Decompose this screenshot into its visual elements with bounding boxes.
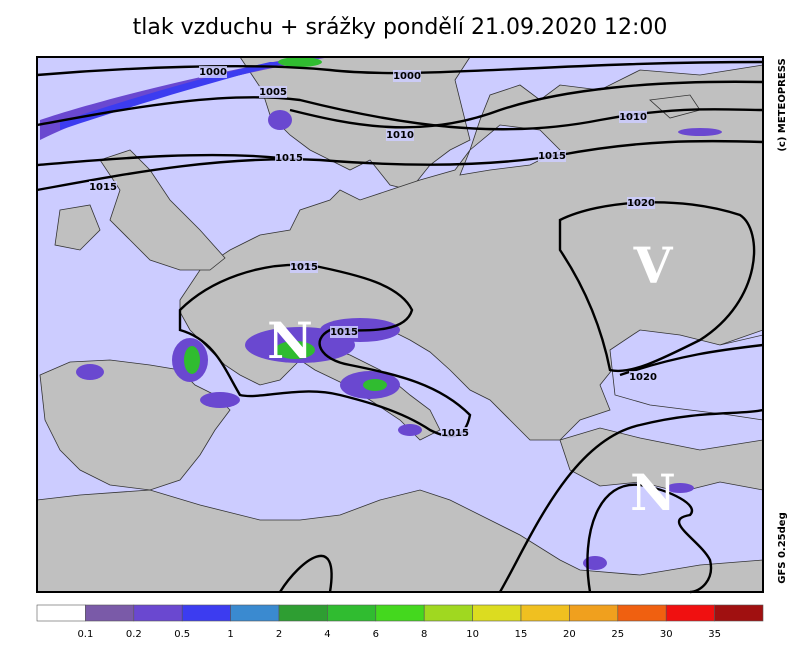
isobar-label-bg	[290, 261, 318, 273]
precip-blob	[666, 483, 694, 493]
isobar-label-bg	[259, 86, 287, 98]
pressure-center: V	[633, 236, 674, 295]
legend-swatch	[714, 604, 764, 622]
legend-label: 0.5	[174, 629, 190, 640]
isobar	[278, 554, 333, 593]
title: tlak vzduchu + srážky pondělí 21.09.2020…	[133, 15, 668, 40]
legend-label: 30	[660, 629, 673, 640]
precip-blob	[398, 424, 422, 436]
isobar-label-bg	[330, 326, 358, 338]
isobar-label: 1020	[629, 372, 657, 383]
legend-swatch	[665, 604, 715, 622]
precip-blob	[184, 346, 200, 374]
legend-label: 15	[515, 629, 528, 640]
legend-label: 10	[466, 629, 479, 640]
isobar	[586, 483, 713, 594]
isobar-label-bg	[619, 111, 647, 123]
isobar-label: 1010	[386, 130, 414, 141]
legend-label: 25	[611, 629, 624, 640]
isobar	[36, 153, 281, 167]
isobar	[498, 408, 764, 593]
isobar-label-bg	[627, 197, 655, 209]
isobar	[289, 80, 764, 129]
isobar	[619, 343, 764, 377]
isobar-label: 1000	[199, 67, 227, 78]
isobar-label: 1015	[538, 151, 566, 162]
legend-swatch	[327, 604, 377, 622]
legend: 0.1 0.2 0.5 1 2 4 6 8 10 15 20 25 30 35	[36, 604, 764, 640]
legend-swatch	[181, 604, 231, 622]
ireland	[54, 204, 101, 251]
isobar	[36, 60, 764, 77]
precip-blob	[678, 128, 722, 136]
pressure-center: N	[267, 311, 313, 370]
isobar	[558, 201, 756, 373]
isobar-label: 1010	[619, 112, 647, 123]
africa	[36, 489, 764, 593]
legend-swatch	[472, 604, 522, 622]
iberia	[39, 359, 231, 491]
isobar-label: 1020	[627, 198, 655, 209]
legend-label: 20	[563, 629, 576, 640]
isobar-label: 1015	[290, 262, 318, 273]
legend-swatch	[278, 604, 328, 622]
model-label: GFS 0.25deg	[777, 512, 788, 584]
precip-blob	[275, 341, 315, 359]
precipitation	[40, 57, 722, 570]
legend-label: 6	[373, 629, 379, 640]
legend-swatch	[230, 604, 280, 622]
legend-swatch	[133, 604, 183, 622]
precip-blob	[76, 364, 104, 380]
legend-label: 8	[421, 629, 427, 640]
isobar-label: 1015	[275, 153, 303, 164]
legend-swatch	[520, 604, 570, 622]
isobar-label-bg	[629, 371, 657, 383]
isobar-label-bg	[89, 181, 117, 193]
legend-swatch	[423, 604, 473, 622]
legend-swatch	[617, 604, 667, 622]
legend-label: 35	[708, 629, 721, 640]
isobar-label-bg	[441, 427, 469, 439]
map-frame	[36, 56, 764, 593]
isobar	[36, 96, 764, 131]
isobar-label: 1015	[330, 327, 358, 338]
precip-blob	[583, 556, 607, 570]
legend-label: 0.2	[126, 629, 142, 640]
isobar-label-bg	[275, 152, 303, 164]
isobar-label: 1015	[441, 428, 469, 439]
copyright: (c) METEOPRESS	[777, 58, 788, 151]
legend-label: 0.1	[77, 629, 93, 640]
isobar-label-bg	[386, 129, 414, 141]
map-area	[36, 56, 764, 594]
legend-swatch	[36, 604, 86, 622]
legend-swatch	[85, 604, 135, 622]
isobar-label-bg	[393, 70, 421, 82]
precip-blob	[278, 57, 322, 67]
legend-swatch	[569, 604, 619, 622]
legend-label: 2	[276, 629, 282, 640]
isobar-label-bg	[538, 150, 566, 162]
isobar	[178, 263, 472, 438]
pressure-center: N	[630, 463, 676, 522]
isobar	[36, 139, 764, 192]
precip-blob	[200, 392, 240, 408]
legend-swatch	[375, 604, 425, 622]
turkey	[559, 427, 764, 493]
isobar-label-bg	[199, 66, 227, 78]
isobar-label: 1000	[393, 71, 421, 82]
isobar-label: 1015	[89, 182, 117, 193]
legend-label: 4	[324, 629, 330, 640]
isobar-label: 1005	[259, 87, 287, 98]
isobars	[36, 60, 764, 594]
legend-label: 1	[227, 629, 233, 640]
precip-blob	[363, 379, 387, 391]
precip-blob	[268, 110, 292, 130]
